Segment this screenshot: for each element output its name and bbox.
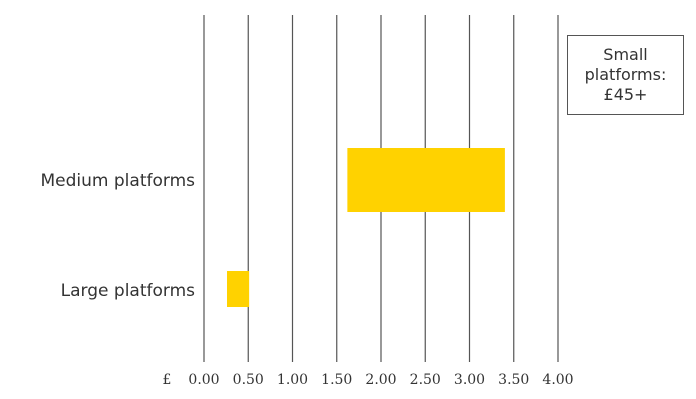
- bar-large-platforms: [227, 271, 250, 307]
- tick-label-8: 4.00: [542, 372, 573, 388]
- tick-label-7: 3.50: [498, 372, 529, 388]
- annotation-text: Small platforms: £45+: [584, 45, 667, 104]
- bars: [227, 148, 505, 307]
- bar-medium-platforms: [347, 148, 505, 212]
- small-platforms-annotation: Small platforms: £45+: [567, 35, 684, 115]
- currency-symbol: £: [163, 372, 172, 388]
- tick-label-6: 3.00: [454, 372, 485, 388]
- tick-label-0: 0.00: [188, 372, 219, 388]
- tick-label-5: 2.50: [410, 372, 441, 388]
- tick-labels: 0.00 0.50 1.00 1.50 2.00 2.50 3.00 3.50 4.00: [188, 372, 573, 388]
- category-label-large-platforms: Large platforms: [61, 281, 195, 301]
- tick-label-3: 1.50: [321, 372, 352, 388]
- category-label-medium-platforms: Medium platforms: [41, 171, 196, 191]
- tick-label-2: 1.00: [277, 372, 308, 388]
- category-labels: Medium platforms Large platforms: [41, 171, 196, 301]
- tick-label-4: 2.00: [365, 372, 396, 388]
- tick-label-1: 0.50: [233, 372, 264, 388]
